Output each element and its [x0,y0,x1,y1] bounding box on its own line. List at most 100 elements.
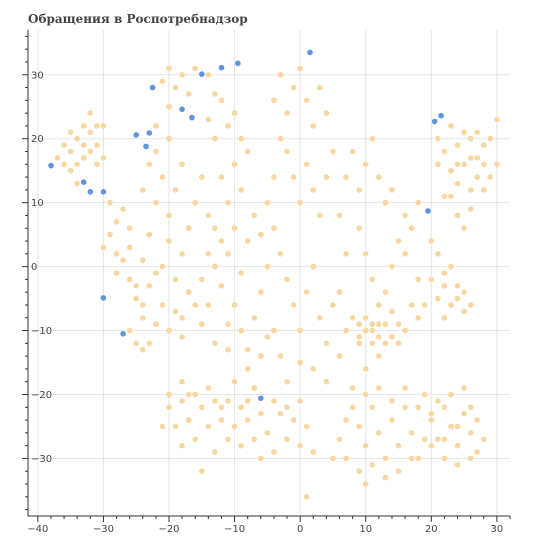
orange-point [481,142,487,148]
orange-point [422,302,428,308]
orange-point [179,72,185,78]
orange-point [370,328,376,334]
orange-point [192,66,198,72]
orange-point [153,321,159,327]
orange-point [186,392,192,398]
orange-point [363,392,369,398]
orange-point [396,238,402,244]
orange-point [311,449,317,455]
orange-point [435,251,441,257]
orange-point [337,353,343,359]
orange-point [291,417,297,423]
orange-point [160,264,166,270]
orange-point [199,277,205,283]
orange-point [186,417,192,423]
orange-point [317,213,323,219]
orange-point [219,238,225,244]
orange-point [468,206,474,212]
orange-point [120,257,126,263]
y-tick-label: 20 [31,134,44,145]
orange-point [186,289,192,295]
blue-point [120,331,126,337]
orange-point [278,251,284,257]
orange-point [88,149,94,155]
orange-point [481,437,487,443]
y-tick-label: −30 [31,454,52,465]
orange-point [455,462,461,468]
orange-point [448,168,454,174]
orange-point [383,289,389,295]
orange-point [297,200,303,206]
orange-point [343,174,349,180]
orange-point [376,430,382,436]
orange-point [212,225,218,231]
orange-point [383,456,389,462]
orange-point [297,360,303,366]
orange-point [330,456,336,462]
orange-point [409,302,415,308]
blue-point [48,163,54,169]
orange-point [251,437,257,443]
y-tick-label: 0 [31,262,37,273]
orange-point [324,379,330,385]
orange-point [376,321,382,327]
orange-point [396,321,402,327]
orange-point [199,468,205,474]
orange-point [258,456,264,462]
orange-point [238,328,244,334]
orange-point [265,334,271,340]
orange-point [324,174,330,180]
orange-point [68,149,74,155]
orange-point [356,424,362,430]
orange-point [435,437,441,443]
orange-point [442,149,448,155]
orange-point [245,238,251,244]
orange-point [481,162,487,168]
x-tick-label: 0 [297,524,303,535]
orange-point [258,353,264,359]
orange-point [88,130,94,136]
orange-point [68,130,74,136]
orange-point [435,296,441,302]
chart-title: Обращения в Роспотребнадзор [28,12,248,26]
orange-point [435,398,441,404]
orange-point [140,347,146,353]
orange-point [422,392,428,398]
blue-point [307,50,313,56]
orange-point [356,341,362,347]
orange-point [206,117,212,123]
orange-point [101,155,107,161]
orange-point [212,449,218,455]
blue-point [199,71,205,77]
orange-point [173,187,179,193]
orange-point [238,405,244,411]
orange-point [140,257,146,263]
orange-point [442,405,448,411]
blue-point [438,113,444,119]
orange-point [179,443,185,449]
orange-point [160,174,166,180]
orange-point [166,238,172,244]
orange-point [429,417,435,423]
orange-point [402,405,408,411]
orange-point [474,130,480,136]
orange-point [402,385,408,391]
orange-point [311,187,317,193]
orange-point [481,187,487,193]
orange-point [370,462,376,468]
orange-point [435,162,441,168]
orange-point [389,187,395,193]
orange-point [442,437,448,443]
orange-point [291,302,297,308]
blue-point [425,208,431,214]
orange-point [455,443,461,449]
y-tick-label: 30 [31,70,44,81]
orange-point [389,264,395,270]
orange-point [212,398,218,404]
orange-point [455,283,461,289]
x-tick-label: 10 [359,524,372,535]
orange-point [160,78,166,84]
orange-point [225,437,231,443]
x-tick-label: −20 [158,524,179,535]
